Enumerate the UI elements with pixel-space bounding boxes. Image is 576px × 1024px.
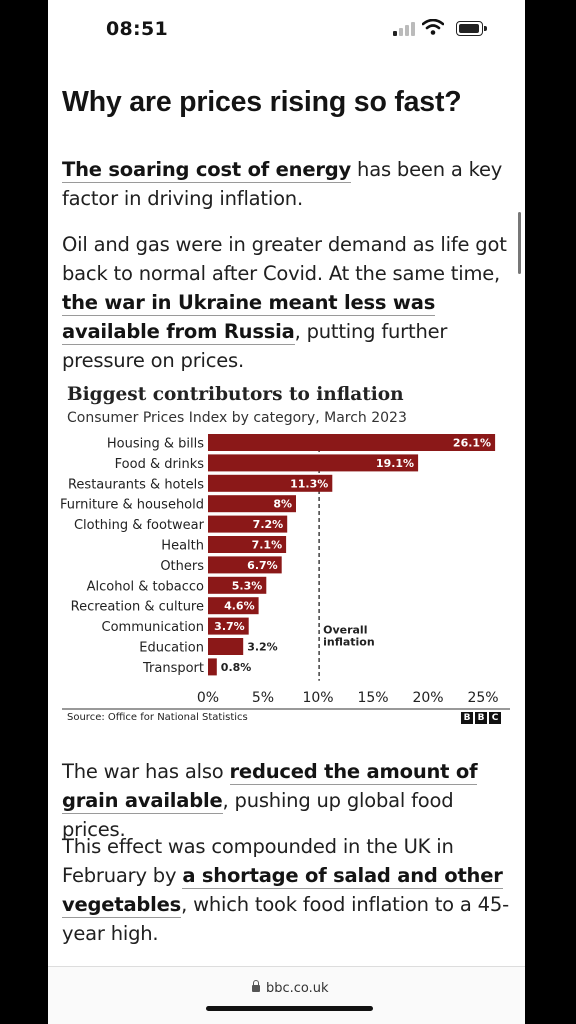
data-label: 6.7% bbox=[247, 559, 278, 572]
bbc-logo-letter: C bbox=[489, 712, 501, 724]
x-tick-label: 20% bbox=[412, 690, 443, 706]
data-label: 5.3% bbox=[232, 579, 263, 592]
reference-label: inflation bbox=[323, 636, 375, 649]
x-tick-label: 0% bbox=[197, 690, 219, 706]
data-bar bbox=[208, 638, 244, 655]
paragraph-text: , putting further pressure on prices. bbox=[62, 320, 448, 372]
x-tick-label: 10% bbox=[302, 690, 333, 706]
paragraph-oil-gas: Oil and gas were in greater demand as li… bbox=[62, 230, 517, 375]
x-tick-label: 15% bbox=[357, 690, 388, 706]
data-label: 11.3% bbox=[290, 477, 328, 490]
article-heading: Why are prices rising so fast? bbox=[62, 86, 462, 118]
category-label: Food & drinks bbox=[115, 457, 205, 472]
paragraph-text: has been a key factor in driving inflati… bbox=[62, 158, 503, 210]
data-bar bbox=[208, 556, 282, 574]
x-tick-label: 25% bbox=[467, 690, 498, 706]
browser-address-bar[interactable]: bbc.co.uk bbox=[48, 966, 525, 1024]
data-bar bbox=[208, 597, 259, 615]
paragraph-text: , pushing up global food prices. bbox=[62, 789, 454, 841]
data-bar bbox=[208, 576, 267, 594]
url-text[interactable]: bbc.co.uk bbox=[266, 981, 329, 996]
phone-screen: 08:51 Why are prices rising so fast? The… bbox=[48, 0, 525, 1024]
category-label: Recreation & culture bbox=[71, 600, 204, 615]
status-time: 08:51 bbox=[106, 18, 168, 40]
paragraph-text: This effect was compounded in the UK in … bbox=[62, 835, 454, 887]
data-bar bbox=[208, 536, 287, 553]
data-bar bbox=[208, 515, 288, 533]
link-cost-of-energy[interactable]: The soaring cost of energy bbox=[62, 158, 352, 183]
data-label: 7.1% bbox=[252, 539, 283, 552]
data-label: 7.2% bbox=[253, 518, 284, 531]
status-bar: 08:51 bbox=[48, 0, 525, 58]
chart-title: Biggest contributors to inflation bbox=[67, 384, 404, 405]
data-label: 19.1% bbox=[376, 457, 414, 470]
wifi-icon bbox=[422, 19, 444, 35]
bbc-logo: B B C bbox=[461, 712, 501, 724]
category-label: Housing & bills bbox=[107, 437, 204, 452]
link-war-in-ukraine[interactable]: the war in Ukraine meant less was availa… bbox=[62, 291, 436, 345]
link-grain-supply[interactable]: reduced the amount of grain available bbox=[62, 760, 478, 814]
category-label: Transport bbox=[142, 661, 204, 676]
chart-subtitle: Consumer Prices Index by category, March… bbox=[67, 410, 407, 426]
x-tick-label: 5% bbox=[252, 690, 274, 706]
reference-label: Overall bbox=[323, 624, 367, 637]
cellular-signal-icon bbox=[393, 22, 415, 36]
data-label: 3.7% bbox=[214, 620, 245, 633]
inflation-bar-chart: Housing & bills 26.1% Food & drinks 19.1% Re… bbox=[60, 434, 510, 710]
data-label: 0.8% bbox=[221, 661, 252, 674]
category-label: Furniture & household bbox=[60, 498, 204, 513]
data-label: 4.6% bbox=[224, 600, 255, 613]
lock-icon bbox=[252, 980, 260, 992]
category-label: Others bbox=[160, 559, 204, 574]
paragraph-text: , which took food inflation to a 45-year… bbox=[62, 893, 509, 945]
data-label: 3.2% bbox=[247, 641, 278, 654]
bbc-logo-letter: B bbox=[475, 712, 487, 724]
reference-label-bg bbox=[321, 622, 374, 651]
paragraph-vegetables: This effect was compounded in the UK in … bbox=[62, 832, 517, 948]
paragraph-text: Oil and gas were in greater demand as li… bbox=[62, 233, 507, 285]
link-salad-shortage[interactable]: a shortage of salad and other vegetables bbox=[62, 864, 503, 918]
chart-source: Source: Office for National Statistics bbox=[67, 712, 248, 723]
data-bar bbox=[208, 617, 249, 635]
category-label: Restaurants & hotels bbox=[68, 477, 204, 492]
category-label: Clothing & footwear bbox=[74, 518, 205, 533]
battery-icon bbox=[456, 21, 487, 36]
category-label: Alcohol & tobacco bbox=[87, 579, 204, 594]
category-label: Education bbox=[139, 641, 204, 656]
data-bar bbox=[208, 454, 419, 472]
category-label: Communication bbox=[102, 620, 204, 635]
paragraph-energy: The soaring cost of energy has been a ke… bbox=[62, 155, 517, 213]
scrollbar-thumb[interactable] bbox=[518, 212, 521, 274]
data-bar bbox=[208, 434, 496, 451]
paragraph-grain: The war has also reduced the amount of g… bbox=[62, 757, 517, 844]
home-indicator[interactable] bbox=[206, 1006, 373, 1011]
data-bar bbox=[208, 495, 296, 513]
data-label: 26.1% bbox=[453, 437, 491, 450]
category-label: Health bbox=[161, 539, 204, 554]
bbc-logo-letter: B bbox=[461, 712, 473, 724]
data-bar bbox=[208, 658, 217, 676]
data-bar bbox=[208, 474, 333, 492]
data-label: 8% bbox=[273, 498, 292, 511]
paragraph-text: The war has also bbox=[62, 760, 230, 783]
